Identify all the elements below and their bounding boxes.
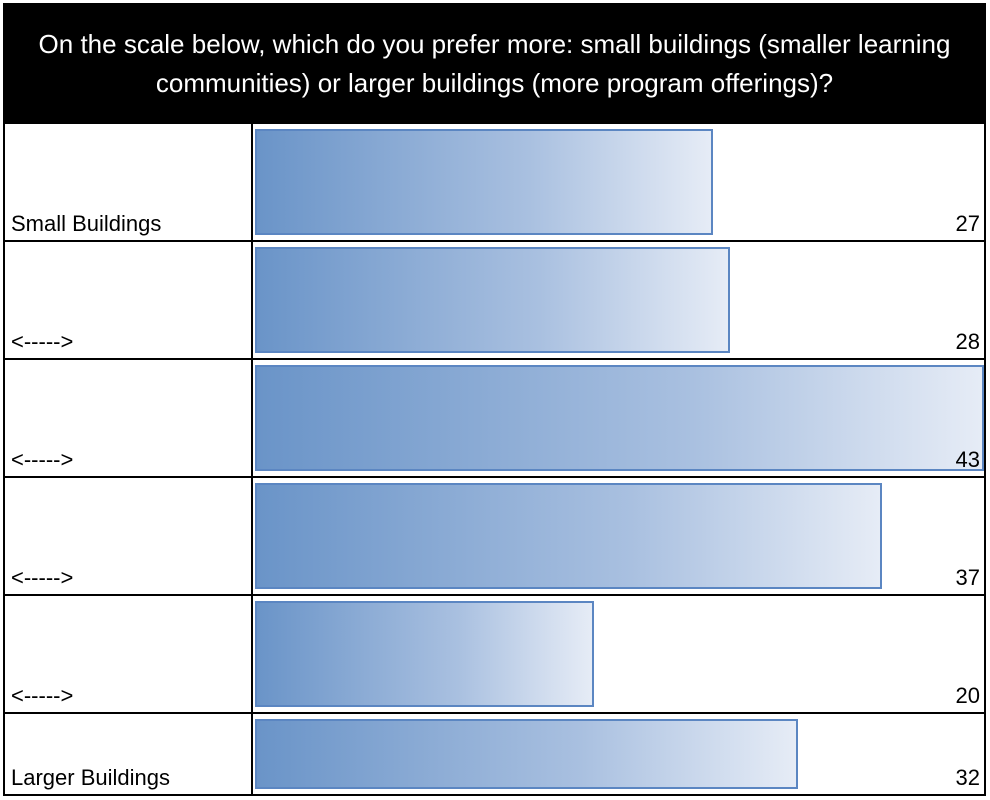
bar-row: Larger Buildings 32 — [5, 712, 984, 794]
column-divider — [251, 242, 253, 358]
bar-row: <-----> 20 — [5, 594, 984, 712]
bar — [255, 601, 594, 707]
chart-title: On the scale below, which do you prefer … — [5, 5, 984, 122]
column-divider — [251, 596, 253, 712]
column-divider — [251, 714, 253, 794]
bar — [255, 483, 882, 589]
column-divider — [251, 360, 253, 476]
column-divider — [251, 124, 253, 240]
chart-frame: On the scale below, which do you prefer … — [3, 3, 986, 796]
data-label: 37 — [955, 565, 980, 590]
data-label: 28 — [955, 329, 980, 354]
data-label: 43 — [955, 447, 980, 472]
category-label: <-----> — [11, 683, 74, 708]
data-label: 27 — [955, 211, 980, 236]
category-label: Larger Buildings — [11, 765, 170, 790]
data-label: 32 — [955, 765, 980, 790]
column-divider — [251, 478, 253, 594]
category-label: Small Buildings — [11, 211, 162, 236]
bar — [255, 129, 713, 235]
category-label: <-----> — [11, 447, 74, 472]
bar-row: <-----> 37 — [5, 476, 984, 594]
bar — [255, 719, 798, 789]
bar — [255, 365, 984, 471]
data-label: 20 — [955, 683, 980, 708]
category-label: <-----> — [11, 329, 74, 354]
bar-row: <-----> 28 — [5, 240, 984, 358]
bar-row: <-----> 43 — [5, 358, 984, 476]
category-label: <-----> — [11, 565, 74, 590]
bar — [255, 247, 730, 353]
bar-row: Small Buildings 27 — [5, 122, 984, 240]
